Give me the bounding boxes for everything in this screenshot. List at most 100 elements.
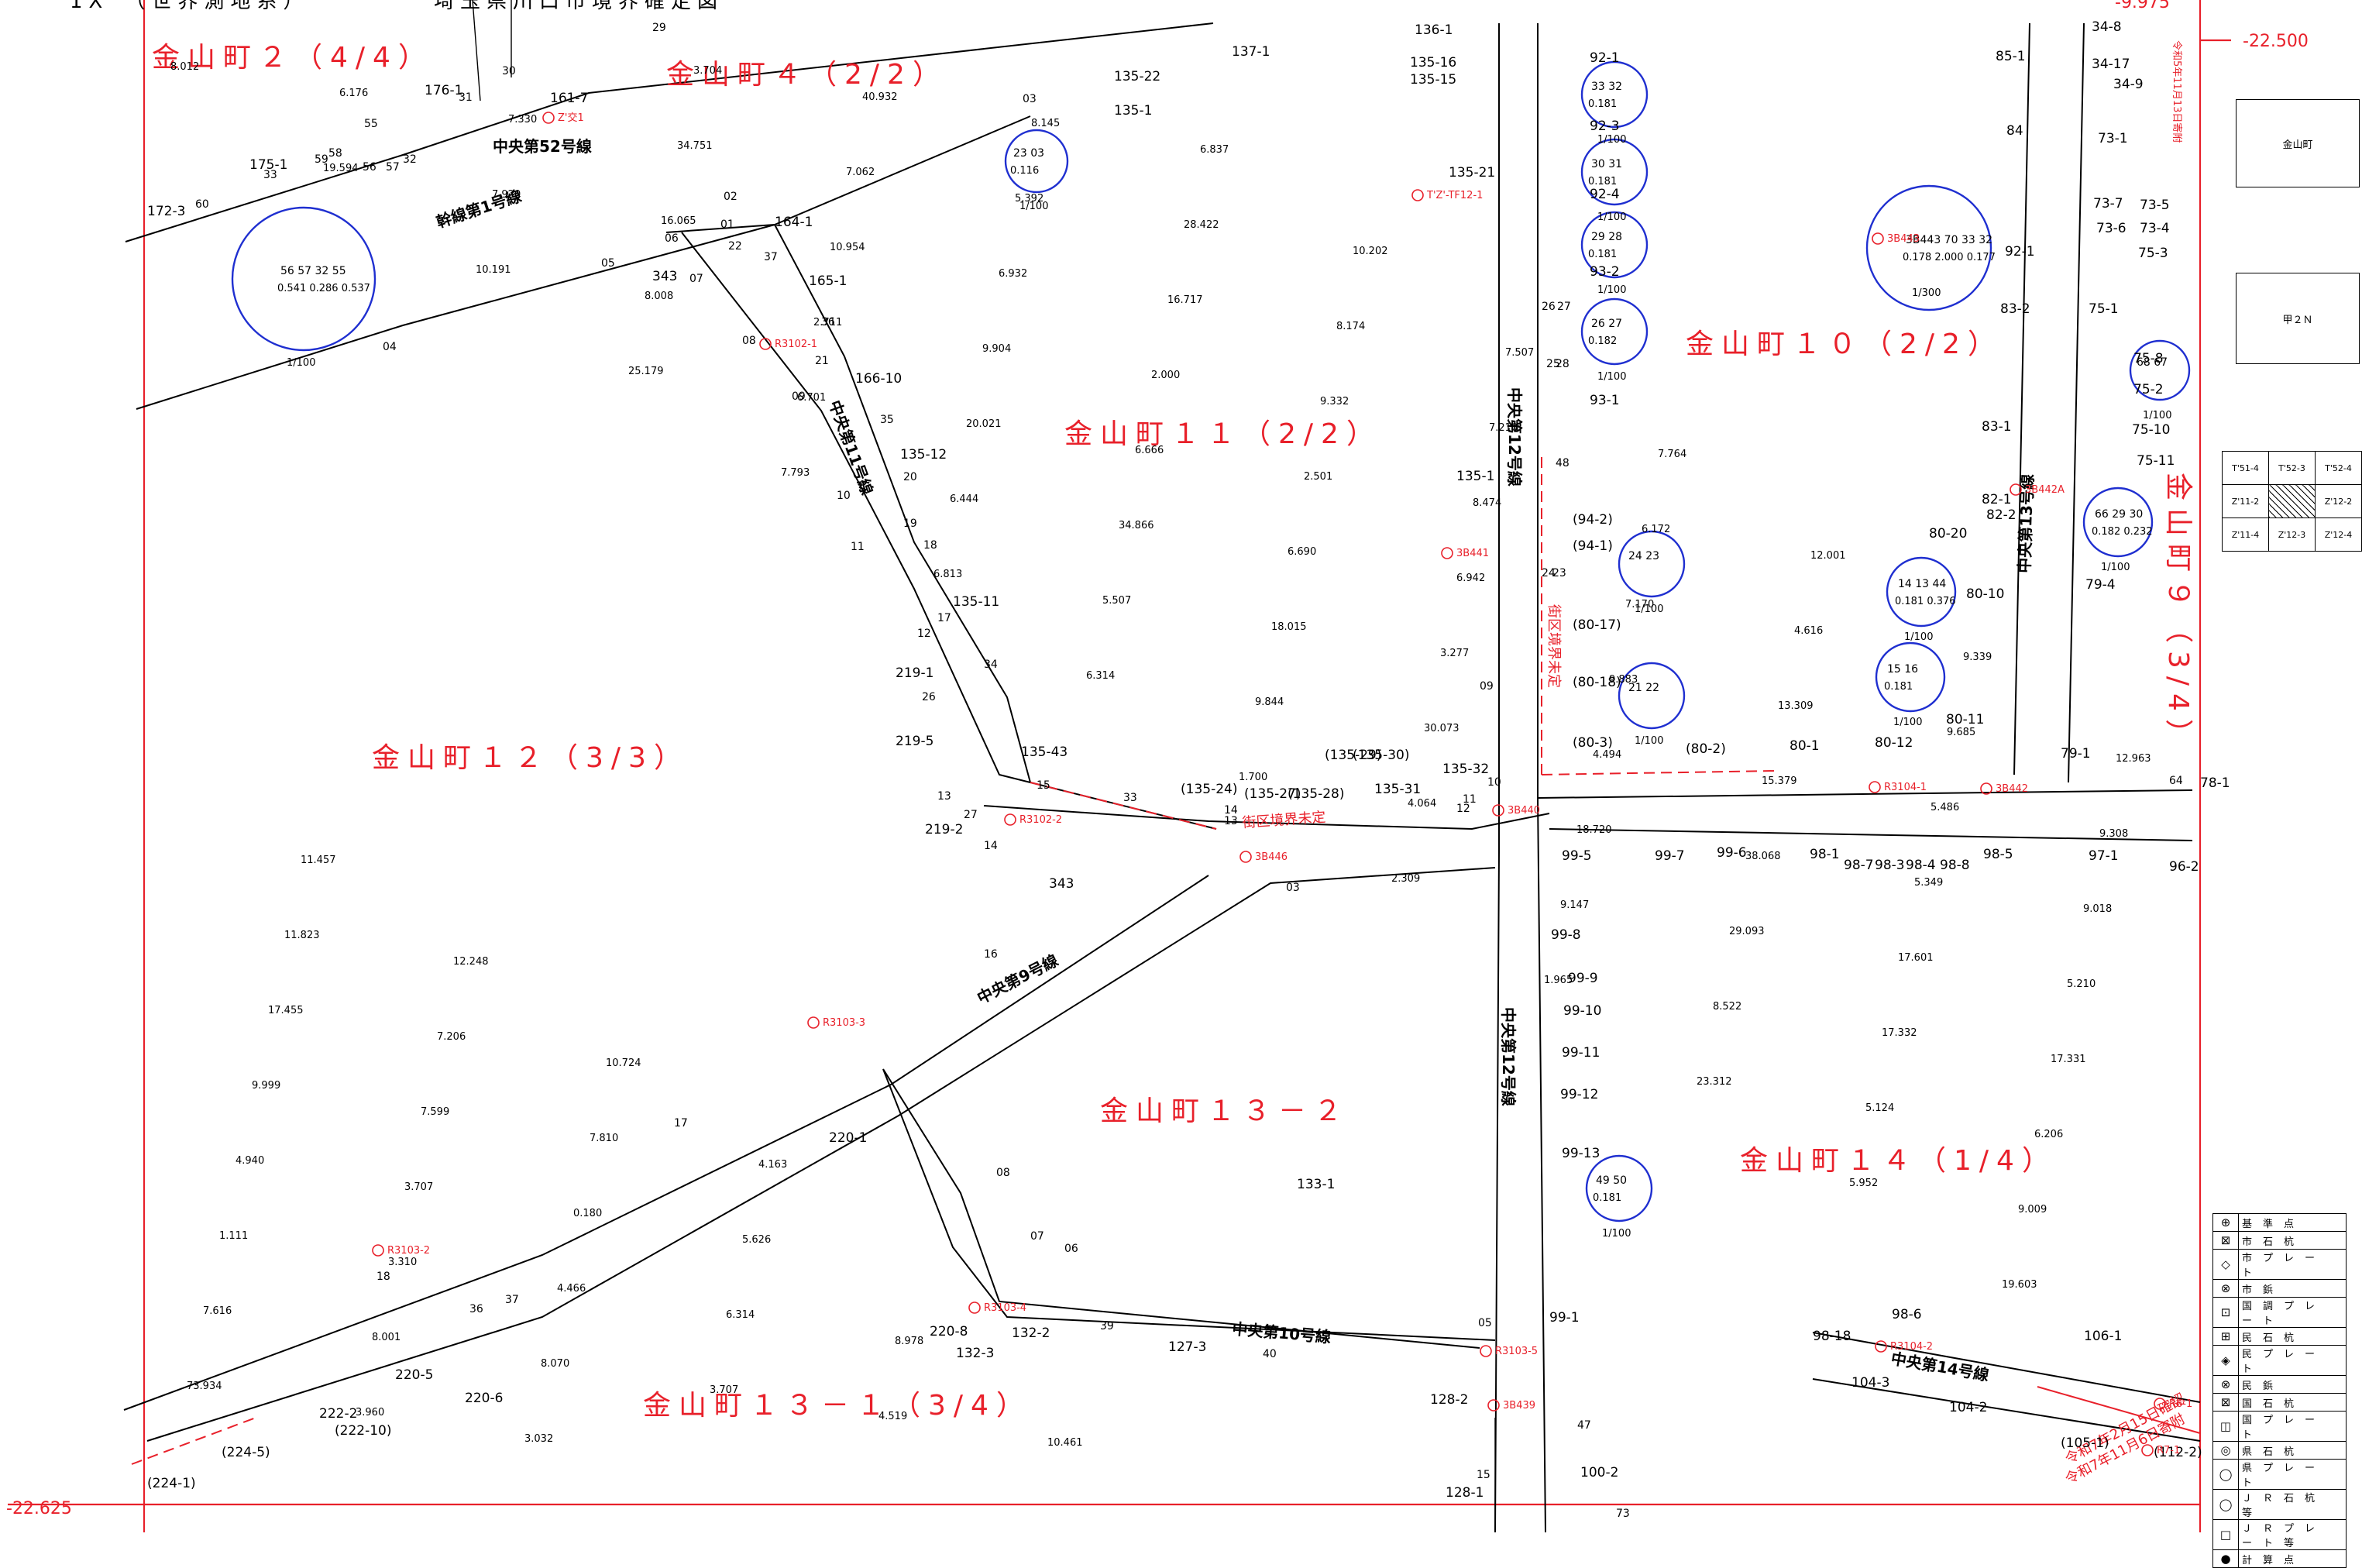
point-id: 73	[1616, 1508, 1630, 1520]
detail-circle-points: 33 32	[1591, 81, 1622, 93]
survey-mark-label: R3103-3	[823, 1017, 865, 1029]
side-box-area: 金山町	[2236, 99, 2360, 187]
legend-row: ◎ 県石杭	[2212, 1441, 2347, 1460]
reference-point-icon	[1480, 1345, 1492, 1357]
detail-circles	[231, 60, 2191, 1222]
header-crs: 1X （世界測地系）	[70, 0, 309, 13]
lot-label: 99-10	[1563, 1003, 1601, 1019]
distance-label: 17.331	[2051, 1054, 2086, 1065]
distance-label: 18.015	[1271, 621, 1307, 633]
lot-label: 99-13	[1562, 1146, 1600, 1161]
distance-label: 15.379	[1762, 775, 1797, 787]
detail-circle-scale: 1/100	[1904, 631, 1933, 643]
legend-row: ◯ ＪＲ石杭等	[2212, 1489, 2347, 1520]
distance-label: 7.616	[203, 1305, 232, 1317]
point-id: 14	[984, 840, 998, 852]
point-id: 07	[1030, 1230, 1044, 1243]
distance-label: 9.339	[1963, 652, 1992, 663]
reference-point-icon	[1004, 813, 1016, 826]
distance-label: 3.960	[356, 1407, 384, 1418]
legend-label: 国調プレート	[2238, 1297, 2347, 1328]
distance-label: 2.711	[813, 317, 842, 328]
distance-label: 4.616	[1794, 625, 1823, 637]
legend-label: 民石杭	[2238, 1327, 2347, 1346]
detail-circle-scale: 1/100	[1635, 603, 1663, 615]
lot-label: 172-3	[147, 204, 185, 219]
point-id: 13	[1224, 815, 1238, 827]
distance-label: 6.314	[1086, 670, 1115, 682]
survey-mark-label: R7-1	[2157, 1445, 2180, 1456]
detail-circle-scale: 1/100	[287, 357, 315, 369]
distance-label: 6.172	[1642, 524, 1670, 535]
lot-label: 80-11	[1946, 712, 1984, 727]
road-label-chuo12b: 中央第12号線	[1499, 1007, 1518, 1106]
distance-label: 10.191	[476, 264, 511, 276]
point-id: 35	[880, 414, 894, 426]
lot-label: (135-27)	[1244, 786, 1301, 802]
legend-label: 市石杭	[2238, 1231, 2347, 1250]
distance-label: 7.330	[508, 114, 537, 126]
distance-label: 18.720	[1576, 824, 1612, 836]
distance-label: 10.202	[1353, 246, 1388, 257]
point-id: 09	[792, 390, 806, 403]
lot-label: 75-2	[2133, 382, 2164, 397]
lot-label: (222-10)	[335, 1423, 391, 1439]
lot-label: (135-30)	[1353, 748, 1409, 763]
reference-point-icon	[807, 1016, 820, 1029]
lot-label: 100-2	[1580, 1465, 1618, 1480]
lot-label: 99-11	[1562, 1045, 1600, 1061]
reference-point-icon	[2141, 1444, 2154, 1456]
map-frame	[8, 0, 2231, 1532]
zone-label-z9: 金山町９（3/4）	[2162, 473, 2194, 755]
legend: ⊕ 基準点 ⊠ 市石杭 ◇ 市プレート ⊗ 市鋲 ⊡ 国調プレート ⊞ 民石杭 ◈ 民プレート ⊗ 民鋲 ⊠ 国石…	[2212, 1213, 2347, 1568]
point-id: 13	[937, 790, 951, 803]
detail-circle-scale: 1/100	[2101, 562, 2130, 573]
index-grid-cell: Z'11-2	[2222, 484, 2269, 518]
point-id: 17	[937, 612, 951, 624]
lot-label: 92-4	[1590, 187, 1620, 202]
lot-label: 220-5	[395, 1367, 433, 1383]
lot-label: 98-7	[1844, 858, 1874, 873]
distance-label: 8.978	[895, 1336, 923, 1347]
lot-label: (224-1)	[147, 1476, 196, 1491]
lot-label: 106-1	[2084, 1329, 2122, 1344]
legend-row: ⊡ 国調プレート	[2212, 1297, 2347, 1328]
national-plate-icon: ◫	[2212, 1411, 2239, 1442]
distance-label: 7.507	[1505, 347, 1534, 359]
distance-label: 3.310	[388, 1257, 417, 1268]
legend-label: 民プレート	[2238, 1345, 2347, 1376]
detail-circle-scale: 1/100	[1597, 211, 1626, 223]
distance-label: 1.965	[1544, 975, 1573, 986]
survey-mark-label: R3104-1	[1884, 782, 1927, 793]
lot-label: 82-2	[1986, 507, 2016, 523]
distance-label: 7.793	[781, 467, 810, 479]
survey-mark-label: 3B442A	[2025, 484, 2065, 496]
point-id: 17	[674, 1117, 688, 1130]
lot-label: 75-8	[2133, 351, 2164, 366]
point-id: 02	[724, 191, 737, 203]
distance-label: 9.904	[982, 343, 1011, 355]
jr-stone-post-icon: ◯	[2212, 1489, 2239, 1520]
detail-circle-values: 0.178 2.000 0.177	[1903, 252, 1996, 263]
point-id: 05	[1478, 1317, 1492, 1329]
distance-label: 7.206	[437, 1031, 466, 1043]
reference-point-icon: ⊕	[2212, 1213, 2239, 1232]
lot-label: 128-2	[1430, 1392, 1468, 1408]
distance-label: 4.519	[878, 1411, 907, 1422]
point-id: 16	[984, 948, 998, 961]
detail-circle-values: 0.181	[1588, 176, 1617, 187]
detail-circle-points: 15 16	[1887, 663, 1918, 676]
lot-label: 80-20	[1929, 526, 1967, 542]
distance-label: 6.176	[339, 88, 368, 99]
point-id: 64	[2169, 775, 2183, 787]
distance-label: 19.594	[323, 163, 359, 174]
road-label-chuo52: 中央第52号線	[493, 137, 592, 156]
zone-label-z4: 金山町４（2/2）	[666, 59, 948, 91]
distance-label: 2.309	[1391, 873, 1420, 885]
lot-label: 135-1	[1114, 103, 1152, 119]
lot-label: 175-1	[249, 157, 287, 173]
distance-label: 6.444	[950, 493, 978, 505]
lot-label: (80-2)	[1686, 741, 1726, 757]
distance-label: 8.522	[1713, 1001, 1741, 1013]
lot-label: 343	[1049, 876, 1074, 892]
